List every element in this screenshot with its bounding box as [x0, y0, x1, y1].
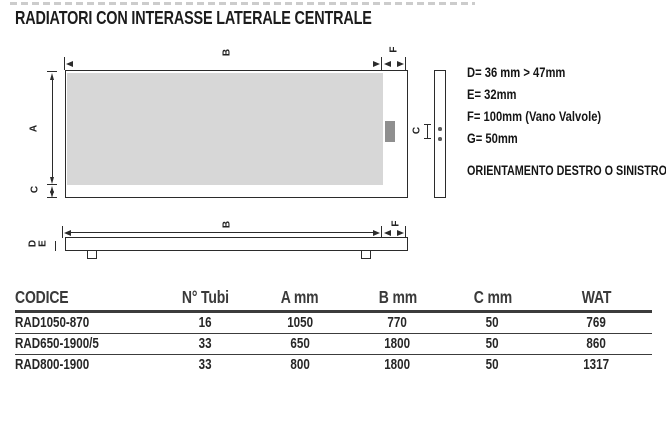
dim-label-b-bottom: B	[221, 220, 233, 229]
dim-a-top-tick	[47, 71, 57, 73]
cell-a-mm: 650	[290, 336, 310, 352]
page-title-text: RADIATORI CON INTERASSE LATERALE CENTRAL…	[15, 8, 372, 28]
technical-drawing: B F A C C B	[28, 46, 446, 259]
dim-b2-line	[69, 232, 374, 234]
table-row: RAD800-1900 33 800 1800 50 1317	[15, 355, 652, 375]
col-header-codice: CODICE	[15, 287, 69, 307]
legend-line-g: G= 50mm	[467, 130, 518, 146]
col-header-a-mm: A mm	[281, 287, 319, 307]
dim-label-c-left: C	[29, 185, 41, 194]
col-header-n-tubi: N° Tubi	[181, 287, 229, 307]
dim-a-down-arrow	[49, 177, 54, 184]
dim-f2-left-arrow	[383, 229, 391, 236]
dim-label-c-side: C	[411, 126, 423, 135]
scan-artifact	[10, 2, 475, 5]
dim-b2-right-arrow	[373, 229, 380, 236]
connection-dot-bottom	[438, 137, 442, 141]
dim-label-f-bottom: F	[390, 220, 402, 227]
cell-c-mm: 50	[486, 336, 499, 352]
dim-c-up-arrow	[49, 185, 54, 193]
cell-n-tubi: 33	[198, 336, 212, 352]
cell-codice: RAD1050-870	[15, 315, 90, 331]
dim-a-line	[52, 78, 54, 179]
cell-b-mm: 770	[387, 315, 408, 331]
col-header-wat: WAT	[581, 287, 611, 307]
dim-c-down-arrow	[49, 190, 54, 198]
radiator-plan-outline	[65, 237, 408, 251]
dim-label-f-top: F	[388, 46, 400, 53]
cell-codice: RAD800-1900	[15, 357, 90, 373]
cell-wat: 1317	[583, 357, 609, 373]
cell-codice: RAD650-1900/5	[15, 336, 99, 352]
depth-dim-tick	[55, 241, 57, 251]
cell-n-tubi: 16	[198, 315, 212, 331]
dim-f-right-arrow	[397, 60, 404, 67]
connection-stub-left	[87, 250, 97, 259]
spec-table: CODICE N° Tubi A mm B mm C mm WAT RAD105…	[15, 285, 652, 375]
table-header-row: CODICE N° Tubi A mm B mm C mm WAT	[15, 285, 652, 313]
dim-c-bottom-tick	[47, 197, 57, 199]
dim-b2-left-arrow	[63, 229, 71, 236]
table-row: RAD1050-870 16 1050 770 50 769	[15, 313, 652, 334]
cell-wat: 769	[586, 315, 606, 331]
dimension-legend: D= 36 mm > 47mm E= 32mm F= 100mm (Vano V…	[467, 61, 635, 149]
dim-f-left-tick	[381, 57, 383, 70]
cell-c-mm: 50	[486, 315, 499, 331]
dim-f2-left-tick	[381, 226, 383, 238]
dim-f2-right-arrow	[397, 229, 404, 236]
table-row: RAD650-1900/5 33 650 1800 50 860	[15, 334, 652, 355]
legend-line-d: D= 36 mm > 47mm	[467, 64, 566, 80]
cell-b-mm: 1800	[384, 357, 411, 373]
radiator-panel-surface	[67, 73, 383, 185]
cell-a-mm: 800	[290, 357, 310, 373]
col-header-c-mm: C mm	[473, 287, 512, 307]
cell-c-mm: 50	[486, 357, 499, 373]
radiator-front-outline	[65, 70, 408, 198]
legend-line-e: E= 32mm	[467, 86, 517, 102]
dim-a-up-arrow	[49, 72, 54, 80]
valve-block	[385, 121, 395, 142]
dim-b-left-arrow	[65, 60, 73, 67]
interasse-dim-line	[427, 124, 429, 138]
dim-b-left-tick	[64, 57, 66, 70]
dim-label-a: A	[28, 124, 40, 133]
cell-n-tubi: 33	[198, 357, 212, 373]
legend-line-f: F= 100mm (Vano Valvole)	[467, 108, 602, 124]
dim-label-e: E	[37, 240, 49, 247]
radiator-side-outline	[434, 70, 446, 198]
dim-label-b-top: B	[221, 48, 233, 57]
interasse-dim-bottom-tick	[424, 138, 431, 140]
connection-stub-right	[361, 250, 371, 259]
dim-c-top-tick	[47, 184, 57, 186]
dim-f2-right-tick	[405, 226, 407, 238]
connection-dot-top	[438, 127, 442, 131]
col-header-b-mm: B mm	[378, 287, 417, 307]
cell-b-mm: 1800	[384, 336, 411, 352]
dim-f-left-arrow	[383, 60, 391, 67]
dim-b2-left-tick	[62, 226, 64, 238]
page-title: RADIATORI CON INTERASSE LATERALE CENTRAL…	[15, 8, 461, 29]
orientation-note: ORIENTAMENTO DESTRO O SINISTRO	[467, 163, 666, 178]
cell-a-mm: 1050	[287, 315, 313, 331]
cell-wat: 860	[586, 336, 606, 352]
dim-f-right-tick	[405, 57, 407, 70]
dim-b-right-arrow	[373, 60, 380, 67]
